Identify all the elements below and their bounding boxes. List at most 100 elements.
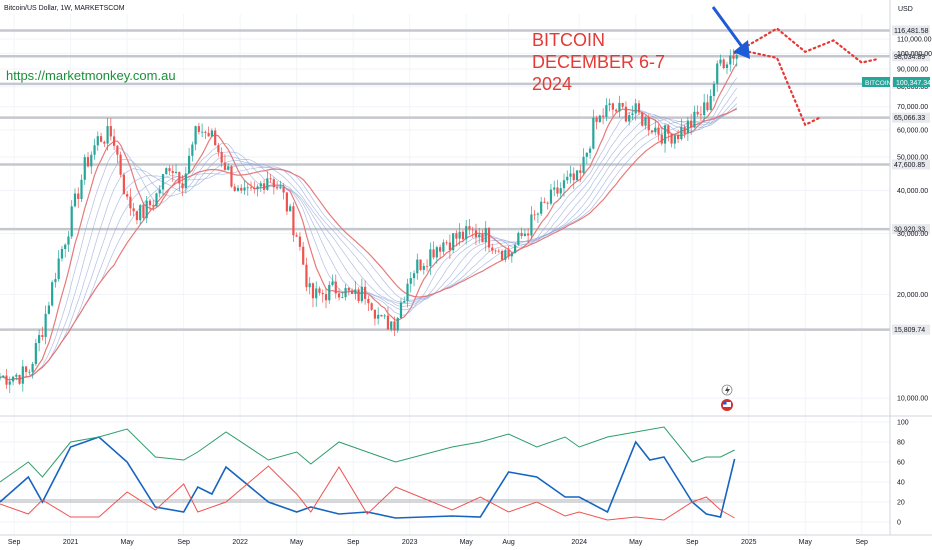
- candle-body: [77, 193, 80, 200]
- candle-body: [135, 211, 139, 221]
- candle-body: [31, 363, 34, 372]
- candle-body: [527, 233, 530, 236]
- price-tick-label: 50,000.00: [897, 155, 928, 162]
- candle-body: [452, 233, 455, 251]
- candle-body: [116, 145, 119, 155]
- candle-body: [292, 206, 295, 236]
- candle-body: [465, 226, 468, 240]
- candle-body: [569, 173, 572, 177]
- level-label: 47,600.85: [894, 162, 925, 169]
- level-label-bg: [892, 324, 930, 335]
- candle-body: [344, 287, 347, 298]
- candle-body: [41, 335, 44, 337]
- moving-average-line: [0, 63, 738, 381]
- candle-body: [419, 259, 422, 270]
- candle-body: [611, 103, 614, 110]
- osc-tick-label: 80: [897, 440, 905, 447]
- x-tick-label: May: [121, 539, 135, 546]
- candle-body: [650, 130, 654, 133]
- candle-body: [380, 314, 383, 317]
- level-label-bg: [892, 159, 930, 170]
- candle-body: [83, 157, 86, 180]
- candle-body: [207, 132, 210, 137]
- candle-body: [93, 145, 96, 155]
- candle-body: [559, 188, 562, 194]
- candle-body: [256, 186, 259, 190]
- osc-series-red: [0, 465, 735, 521]
- candle-body: [148, 200, 152, 206]
- candle-body: [725, 64, 729, 69]
- candle-body: [494, 250, 497, 252]
- candle-body: [530, 214, 533, 236]
- candle-body: [80, 179, 83, 200]
- candle-body: [54, 279, 57, 283]
- candle-body: [383, 315, 386, 317]
- lightning-icon[interactable]: [721, 384, 733, 396]
- candle-body: [220, 152, 223, 163]
- candle-body: [214, 130, 217, 146]
- candle-body: [706, 102, 709, 111]
- candle-body: [657, 127, 660, 135]
- candle-body: [158, 189, 161, 194]
- candle-body: [624, 106, 628, 122]
- candle-body: [236, 187, 240, 191]
- x-tick-label: May: [629, 539, 643, 546]
- x-tick-label: May: [290, 539, 304, 546]
- price-tick-label: 70,000.00: [897, 104, 928, 111]
- candle-body: [605, 105, 608, 117]
- candle-body: [497, 250, 500, 252]
- source-url[interactable]: https://marketmonkey.com.au: [6, 68, 176, 83]
- candle-body: [99, 136, 103, 142]
- candle-body: [197, 126, 200, 132]
- candle-body: [57, 258, 60, 280]
- candle-body: [572, 173, 575, 181]
- candle-body: [598, 115, 601, 122]
- candle-body: [435, 247, 438, 258]
- candle-body: [18, 374, 21, 384]
- candle-body: [60, 248, 64, 259]
- x-tick-label: Aug: [502, 539, 515, 546]
- candle-body: [429, 249, 432, 267]
- candle-body: [523, 233, 526, 236]
- candle-body: [249, 187, 253, 189]
- candle-body: [566, 176, 569, 181]
- x-tick-label: 2025: [741, 539, 757, 546]
- candle-body: [722, 59, 725, 69]
- candle-body: [230, 166, 233, 187]
- candle-body: [28, 371, 31, 373]
- gridlines: [0, 14, 890, 535]
- candle-body: [70, 206, 73, 237]
- price-tick-label: 110,000.00: [897, 37, 932, 44]
- x-tick-label: Sep: [856, 539, 869, 546]
- last-price-label: BITCOIN 100,347.34: [862, 77, 931, 87]
- candle-body: [683, 126, 686, 134]
- candle-body: [432, 249, 435, 258]
- candle-body: [161, 174, 165, 190]
- x-tick-label: Sep: [8, 539, 21, 546]
- flag-event-icon[interactable]: [721, 399, 733, 411]
- candle-body: [663, 125, 667, 144]
- candle-body: [399, 302, 403, 318]
- candle-body: [331, 281, 334, 285]
- horizontal-levels: 116,481.5898,034.8981,550.6165,066.3347,…: [0, 25, 930, 335]
- candle-body: [165, 168, 168, 175]
- candle-body: [543, 201, 546, 203]
- candle-body: [445, 242, 448, 244]
- candle-body: [276, 187, 279, 189]
- candle-body: [184, 173, 187, 189]
- candle-body: [51, 282, 54, 306]
- candle-body: [412, 273, 416, 279]
- candle-body: [448, 242, 451, 251]
- projection-down-path: [747, 50, 821, 127]
- candle-body: [377, 314, 380, 319]
- candle-body: [187, 155, 191, 174]
- candle-body: [386, 315, 390, 330]
- x-tick-label: Sep: [686, 539, 699, 546]
- candle-body: [360, 286, 363, 302]
- last-price-value: 100,347.34: [896, 80, 931, 87]
- candle-body: [507, 250, 510, 257]
- annotation-line-3: 2024: [532, 74, 572, 94]
- candle-body: [719, 59, 722, 64]
- candle-body: [474, 230, 478, 238]
- candle-body: [588, 148, 592, 153]
